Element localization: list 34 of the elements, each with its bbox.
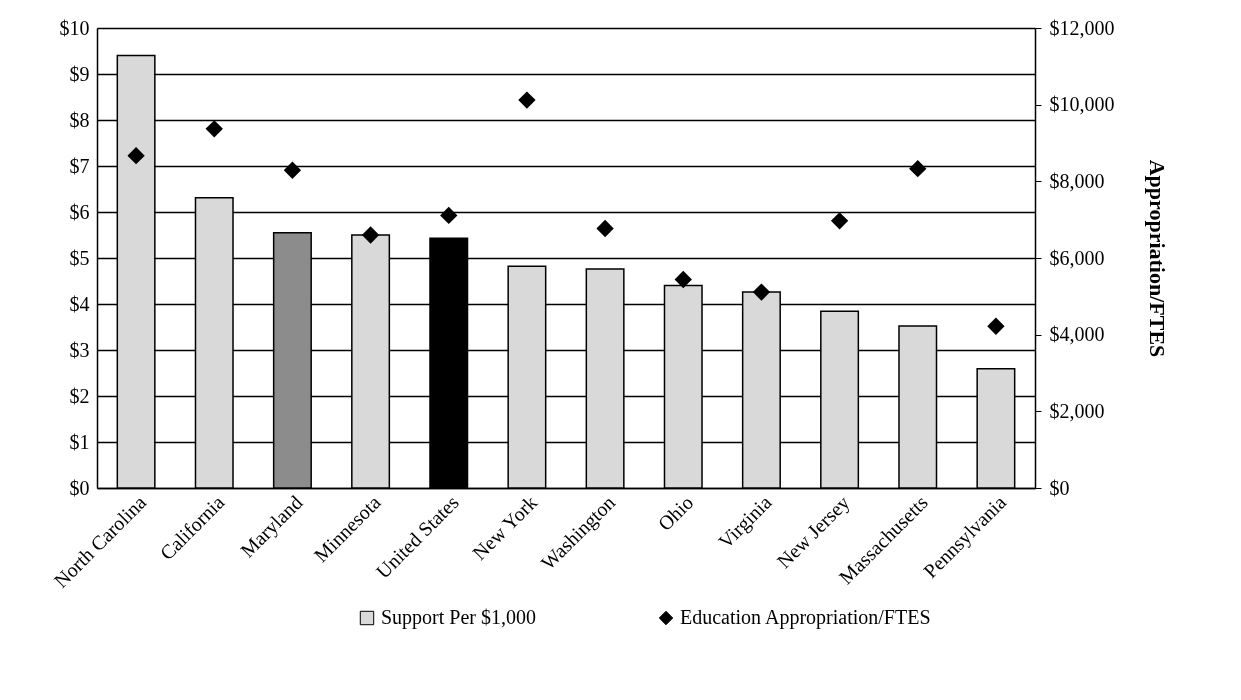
point xyxy=(596,219,614,238)
y-tick-label: $4 xyxy=(69,292,90,315)
y-tick-label: $6 xyxy=(69,200,90,223)
point xyxy=(361,226,380,244)
point xyxy=(909,160,927,178)
y-tick-label: $0 xyxy=(69,476,90,499)
point xyxy=(205,120,223,138)
y2-tick-label: $10,000 xyxy=(1049,93,1115,116)
point xyxy=(830,212,849,230)
y2-tick-label: $2,000 xyxy=(1049,399,1105,422)
point xyxy=(752,283,771,301)
y2-tick-label: $8,000 xyxy=(1049,169,1105,192)
y2-tick-label: $4,000 xyxy=(1049,323,1105,346)
legend-label: Education Appropriation/FTES xyxy=(680,606,931,629)
y2-tick-label: $12,000 xyxy=(1049,16,1115,39)
y-tick-label: $7 xyxy=(69,154,90,177)
y2-tick-label: $0 xyxy=(1049,476,1070,499)
point xyxy=(674,270,692,289)
point xyxy=(440,206,458,225)
point xyxy=(518,91,536,109)
y-tick-label: $3 xyxy=(69,338,90,361)
point xyxy=(283,161,302,179)
y2-axis-title: Appropriation/FTES xyxy=(1144,159,1170,358)
y2-tick-label: $6,000 xyxy=(1049,246,1105,269)
y-tick-label: $2 xyxy=(69,384,90,407)
x-tick-label: Ohio xyxy=(653,491,698,535)
y-tick-label: $9 xyxy=(69,62,90,85)
point xyxy=(127,146,145,165)
y-tick-label: $1 xyxy=(69,430,90,453)
y-tick-label: $5 xyxy=(69,246,90,269)
y-tick-label: $10 xyxy=(59,16,90,39)
point xyxy=(987,317,1005,335)
y-tick-label: $8 xyxy=(69,108,90,131)
legend-label: Support Per $1,000 xyxy=(381,606,536,629)
